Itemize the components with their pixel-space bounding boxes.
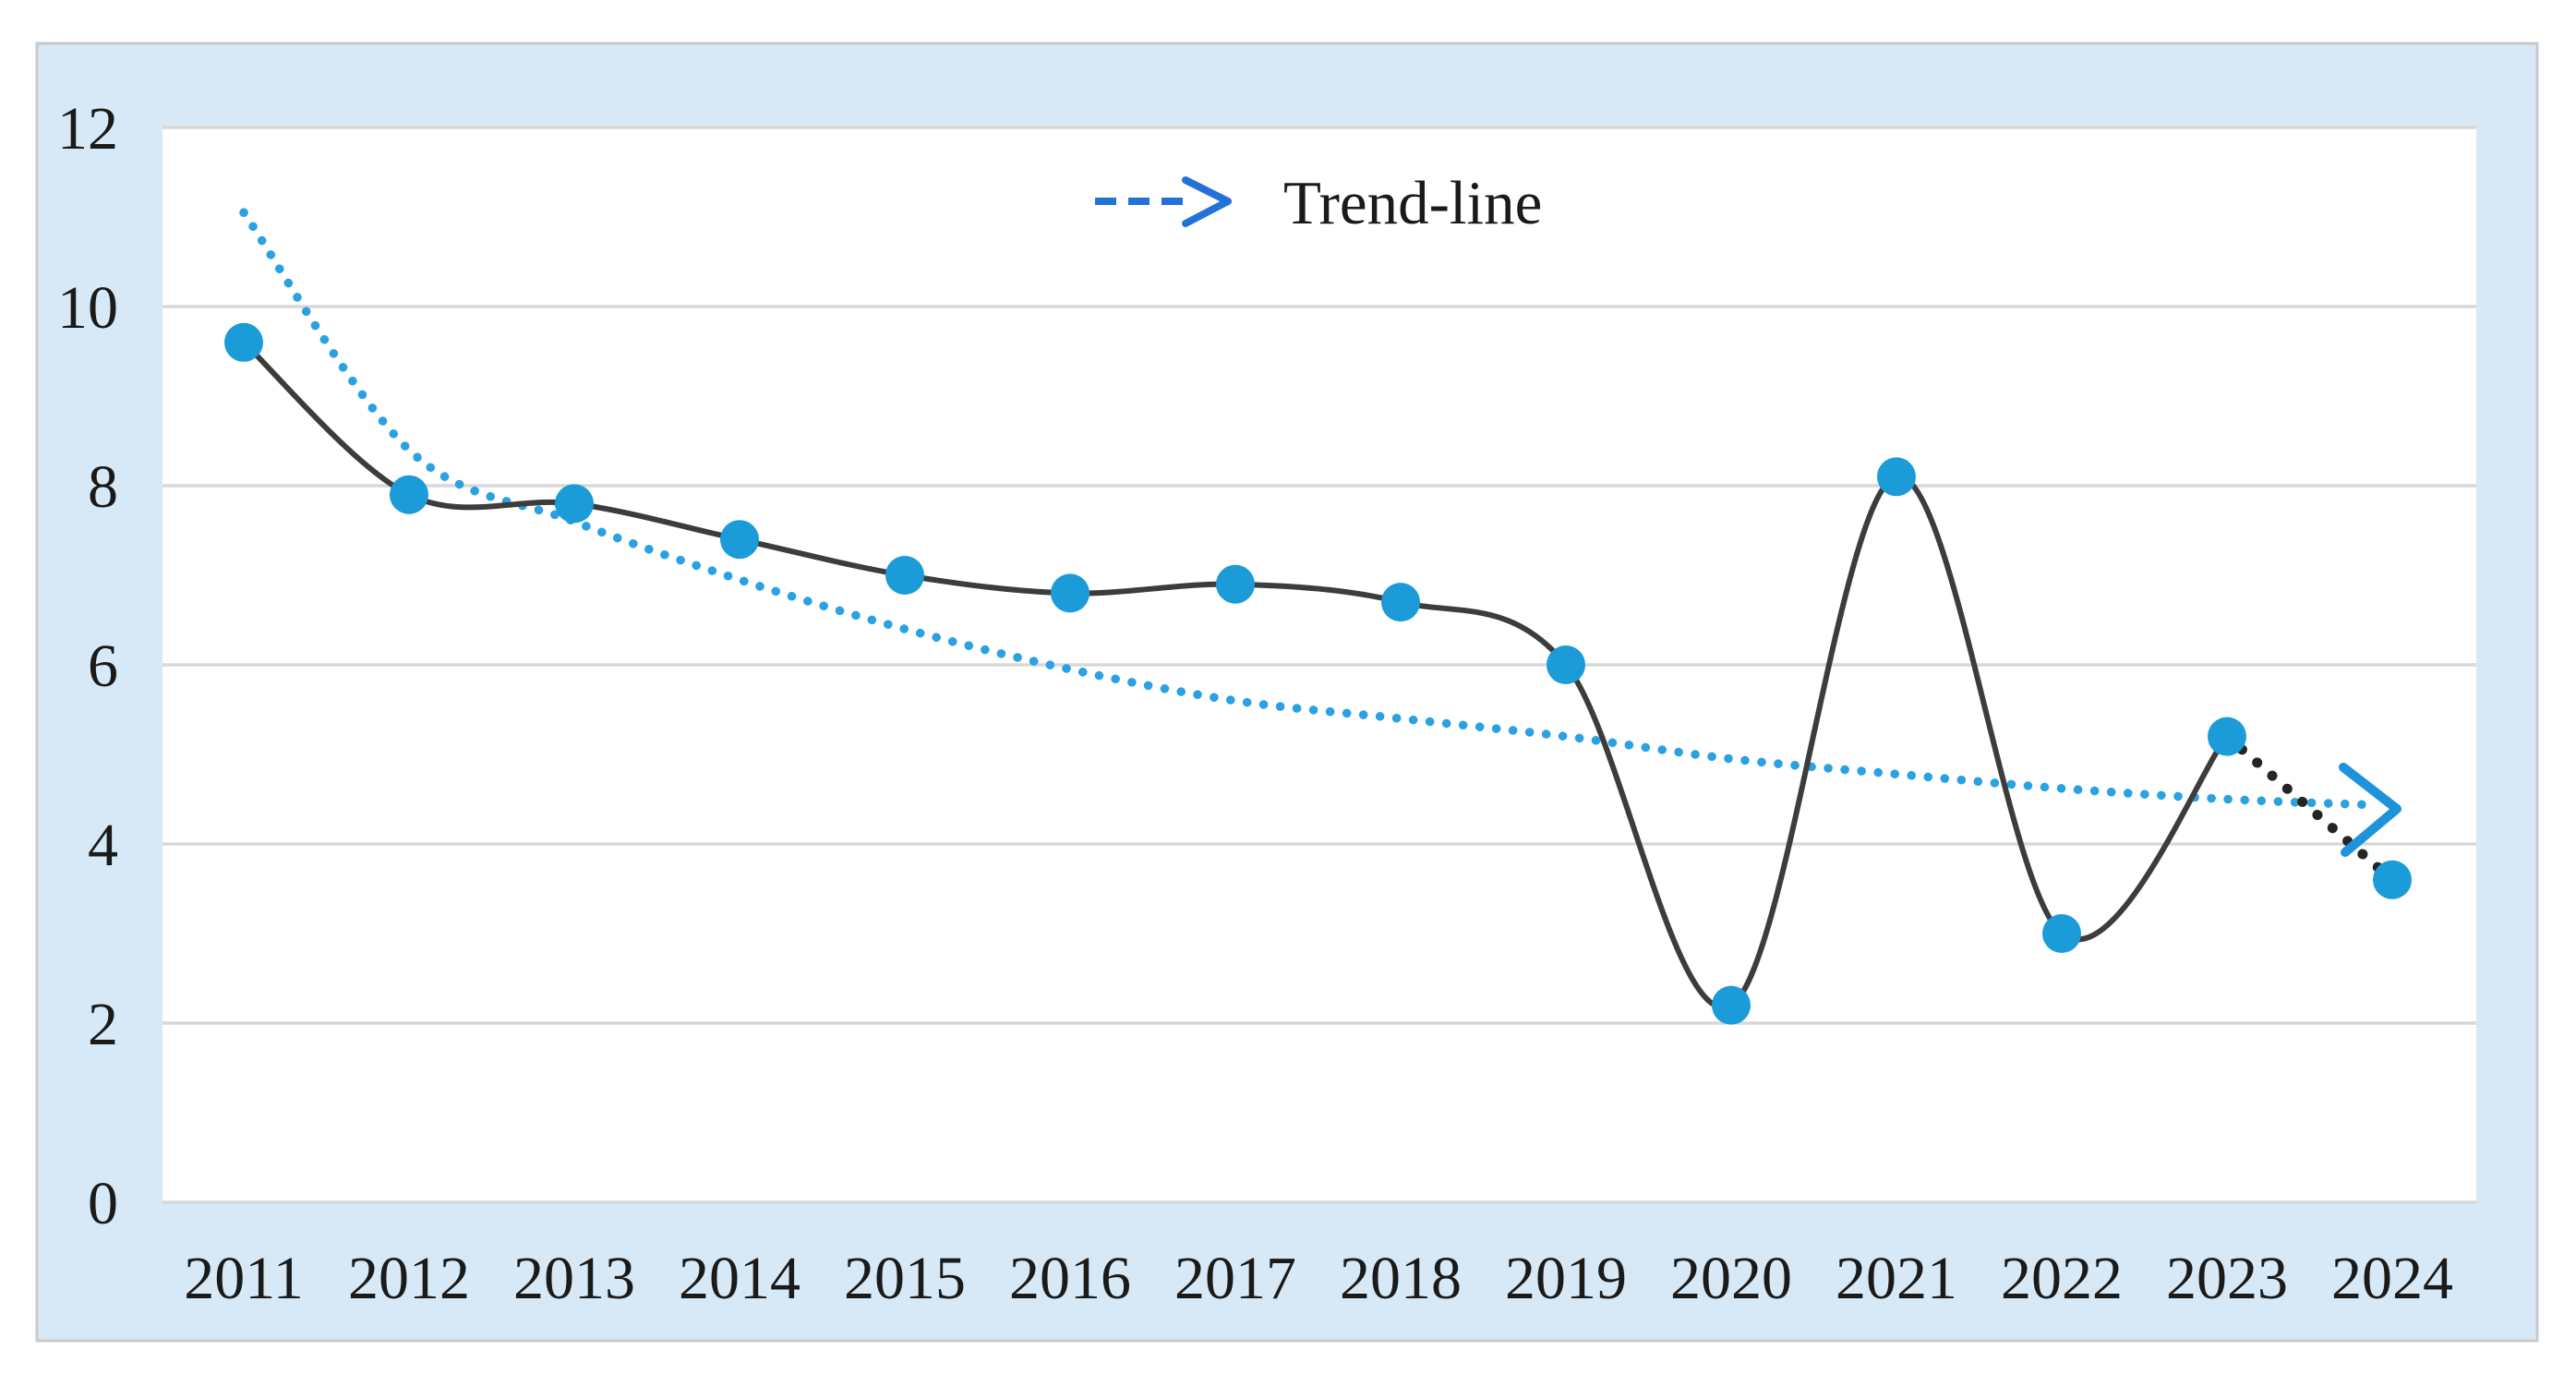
x-axis-label-2016: 2016 — [1009, 1245, 1131, 1312]
x-axis-label-2021: 2021 — [1836, 1245, 1957, 1312]
data-point-2023 — [2208, 717, 2246, 756]
data-point-2014 — [720, 520, 759, 560]
data-point-2022 — [2042, 914, 2081, 953]
y-axis-label-10: 10 — [57, 274, 118, 342]
data-point-2024 — [2373, 860, 2412, 899]
y-axis-label-0: 0 — [88, 1170, 118, 1237]
y-axis-label-4: 4 — [88, 812, 118, 879]
legend-label: Trend-line — [1283, 169, 1542, 237]
data-point-2020 — [1712, 985, 1751, 1025]
x-axis-label-2020: 2020 — [1670, 1245, 1792, 1312]
y-axis-label-2: 2 — [88, 991, 118, 1058]
x-axis-label-2017: 2017 — [1174, 1245, 1296, 1312]
data-point-2012 — [390, 475, 428, 514]
x-axis-label-2013: 2013 — [513, 1245, 635, 1312]
x-axis-label-2015: 2015 — [844, 1245, 966, 1312]
data-point-2011 — [224, 322, 263, 362]
y-axis-label-6: 6 — [88, 633, 118, 700]
x-axis-label-2011: 2011 — [184, 1245, 304, 1312]
data-point-2017 — [1216, 564, 1255, 604]
x-axis-label-2023: 2023 — [2166, 1245, 2288, 1312]
x-axis-label-2022: 2022 — [2001, 1245, 2123, 1312]
gridlines — [163, 126, 2476, 1204]
data-point-2018 — [1381, 583, 1420, 622]
legend-arrowhead-icon — [1182, 176, 1232, 227]
data-point-2013 — [555, 484, 594, 524]
x-axis-label-2014: 2014 — [679, 1245, 800, 1312]
x-axis-label-2024: 2024 — [2331, 1245, 2453, 1312]
x-axis-label-2018: 2018 — [1340, 1245, 1462, 1312]
trend-end-arrowhead-icon — [2339, 763, 2401, 857]
data-point-2015 — [885, 556, 924, 595]
y-axis-label-12: 12 — [57, 95, 118, 163]
data-point-2019 — [1547, 645, 1585, 684]
data-point-2021 — [1877, 457, 1916, 497]
x-axis-label-2019: 2019 — [1505, 1245, 1627, 1312]
axis-labels: 0 2 4 6 8 10 12 2011 2012 2013 2014 2015 2016 2017 201… — [57, 95, 2453, 1312]
series-layer — [224, 208, 2412, 1025]
legend: Trend-line — [1095, 169, 1542, 237]
data-point-2016 — [1051, 573, 1089, 613]
observed-line-forecast-dotted — [2221, 731, 2398, 886]
x-axis-label-2012: 2012 — [348, 1245, 470, 1312]
y-axis-label-8: 8 — [88, 453, 118, 521]
